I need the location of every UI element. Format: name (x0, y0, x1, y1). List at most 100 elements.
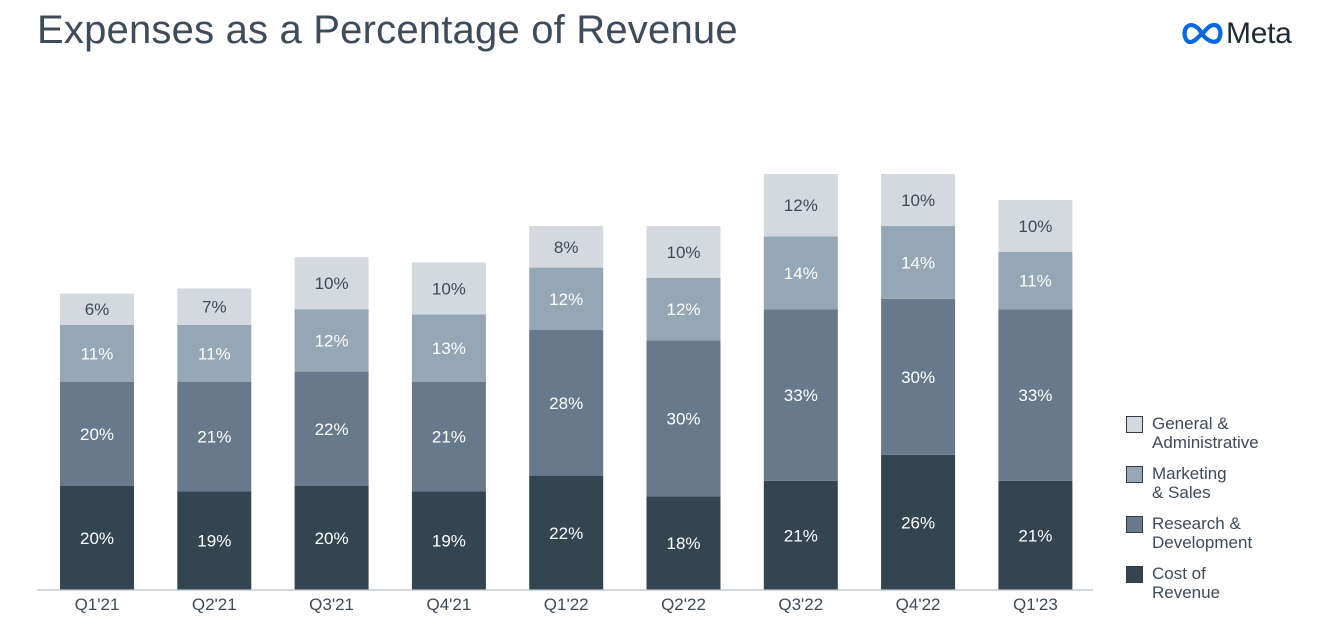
data-label-marketing-sales: 14% (901, 253, 935, 272)
data-label-general-administrative: 8% (554, 238, 579, 257)
data-label-cost-of-revenue: 20% (315, 529, 349, 548)
bar-segment-marketing-sales (529, 267, 604, 330)
legend-item-cost-of-revenue: Cost of Revenue (1126, 564, 1259, 602)
data-label-general-administrative: 10% (666, 243, 700, 262)
legend-label: Research & Development (1152, 514, 1252, 552)
meta-logo: Meta (1181, 16, 1292, 52)
legend-label-line: Marketing (1152, 464, 1227, 483)
bar-segment-general-administrative (60, 293, 134, 325)
data-label-marketing-sales: 12% (315, 331, 349, 350)
x-tick-labels: Q1'21 Q2'21 Q3'21 Q4'21 Q1'22 Q2'22 Q3'22 Q4'22… (75, 595, 1058, 614)
bar-segment-research-development (294, 371, 369, 486)
bar-segment-research-development (411, 382, 486, 492)
legend-label: Marketing & Sales (1152, 464, 1227, 502)
legend-swatch (1126, 416, 1143, 433)
legend-swatch (1126, 466, 1143, 483)
bar-segment-research-development (529, 330, 604, 476)
data-label-cost-of-revenue: 19% (197, 532, 231, 551)
bar-segment-cost-of-revenue (646, 496, 721, 590)
data-label-research-development: 30% (666, 409, 700, 428)
bar-segment-cost-of-revenue (529, 475, 604, 590)
data-label-general-administrative: 7% (202, 298, 227, 317)
data-label-cost-of-revenue: 22% (549, 524, 583, 543)
meta-wordmark: Meta (1226, 17, 1292, 50)
x-tick-label: Q1'23 (1013, 595, 1058, 614)
legend-item-marketing-sales: Marketing & Sales (1126, 464, 1259, 502)
legend-label-line: Research & (1152, 514, 1241, 533)
bar-segment-marketing-sales (998, 252, 1073, 310)
bar-segment-general-administrative (881, 174, 956, 226)
data-label-research-development: 21% (197, 428, 231, 447)
data-label-general-administrative: 10% (1018, 217, 1052, 236)
data-label-research-development: 30% (901, 368, 935, 387)
data-label-general-administrative: 10% (315, 274, 349, 293)
bar-segment-general-administrative (294, 257, 369, 310)
bar-segment-cost-of-revenue (763, 480, 838, 590)
bar-segment-general-administrative (529, 226, 604, 268)
bar-segment-cost-of-revenue (881, 454, 956, 590)
data-label-marketing-sales: 14% (784, 264, 818, 283)
data-label-research-development: 33% (784, 386, 818, 405)
legend-label-line: General & (1152, 414, 1229, 433)
bar-segment-research-development (177, 382, 252, 492)
x-tick-label: Q4'21 (426, 595, 471, 614)
bar-segment-marketing-sales (411, 314, 486, 382)
bar-segment-research-development (646, 340, 721, 497)
bar-segment-cost-of-revenue (294, 486, 369, 590)
legend-swatch (1126, 566, 1143, 583)
bars-group: 20% 20% 11% 6% 19% 21% 11% 7% 20% 22% 12% 10% 19% 21%… (60, 174, 1073, 590)
legend-label-line: Administrative (1152, 433, 1259, 452)
meta-infinity-icon (1182, 22, 1223, 45)
bar-segment-marketing-sales (763, 236, 838, 310)
data-label-marketing-sales: 13% (432, 339, 466, 358)
bar-segment-cost-of-revenue (177, 491, 252, 590)
chart-title: Expenses as a Percentage of Revenue (37, 8, 738, 52)
bar-segment-general-administrative (998, 200, 1073, 252)
bar-segment-marketing-sales (646, 278, 721, 341)
x-tick-label: Q1'21 (75, 595, 120, 614)
bar-segment-research-development (998, 309, 1073, 481)
x-tick-label: Q1'22 (544, 595, 589, 614)
bar-segment-general-administrative (177, 288, 252, 325)
bar-segment-general-administrative (411, 262, 486, 315)
x-tick-label: Q2'21 (192, 595, 237, 614)
bar-segment-research-development (60, 382, 134, 486)
x-tick-label: Q3'21 (309, 595, 354, 614)
legend-label-line: & Sales (1152, 483, 1211, 502)
data-label-cost-of-revenue: 21% (1018, 526, 1052, 545)
data-label-general-administrative: 10% (432, 279, 466, 298)
bar-segment-cost-of-revenue (998, 480, 1073, 590)
data-label-research-development: 28% (549, 394, 583, 413)
bar-segment-research-development (763, 309, 838, 481)
data-label-marketing-sales: 12% (549, 290, 583, 309)
data-label-marketing-sales: 11% (198, 344, 231, 363)
data-label-research-development: 33% (1018, 386, 1052, 405)
bar-segment-research-development (881, 298, 956, 455)
legend-label: General & Administrative (1152, 414, 1259, 452)
legend-label: Cost of Revenue (1152, 564, 1220, 602)
bar-segment-general-administrative (646, 226, 721, 278)
data-label-marketing-sales: 11% (1019, 272, 1052, 291)
data-label-cost-of-revenue: 26% (901, 513, 935, 532)
bar-segment-marketing-sales (60, 324, 134, 382)
bar-segment-cost-of-revenue (411, 491, 486, 590)
data-label-cost-of-revenue: 20% (80, 529, 114, 548)
legend: General & Administrative Marketing & Sales R… (1126, 414, 1259, 614)
legend-item-research-development: Research & Development (1126, 514, 1259, 552)
data-label-general-administrative: 6% (85, 300, 110, 319)
bar-segment-general-administrative (763, 174, 838, 237)
legend-label-line: Cost of (1152, 564, 1206, 583)
data-label-cost-of-revenue: 21% (784, 526, 818, 545)
data-label-cost-of-revenue: 19% (432, 532, 466, 551)
legend-item-general-administrative: General & Administrative (1126, 414, 1259, 452)
data-label-marketing-sales: 11% (81, 344, 114, 363)
bar-segment-marketing-sales (177, 324, 252, 382)
x-tick-label: Q4'22 (896, 595, 941, 614)
legend-swatch (1126, 516, 1143, 533)
data-label-marketing-sales: 12% (666, 300, 700, 319)
bar-segment-marketing-sales (881, 226, 956, 299)
data-label-research-development: 22% (315, 420, 349, 439)
data-label-general-administrative: 12% (784, 196, 818, 215)
data-label-cost-of-revenue: 18% (666, 534, 700, 553)
